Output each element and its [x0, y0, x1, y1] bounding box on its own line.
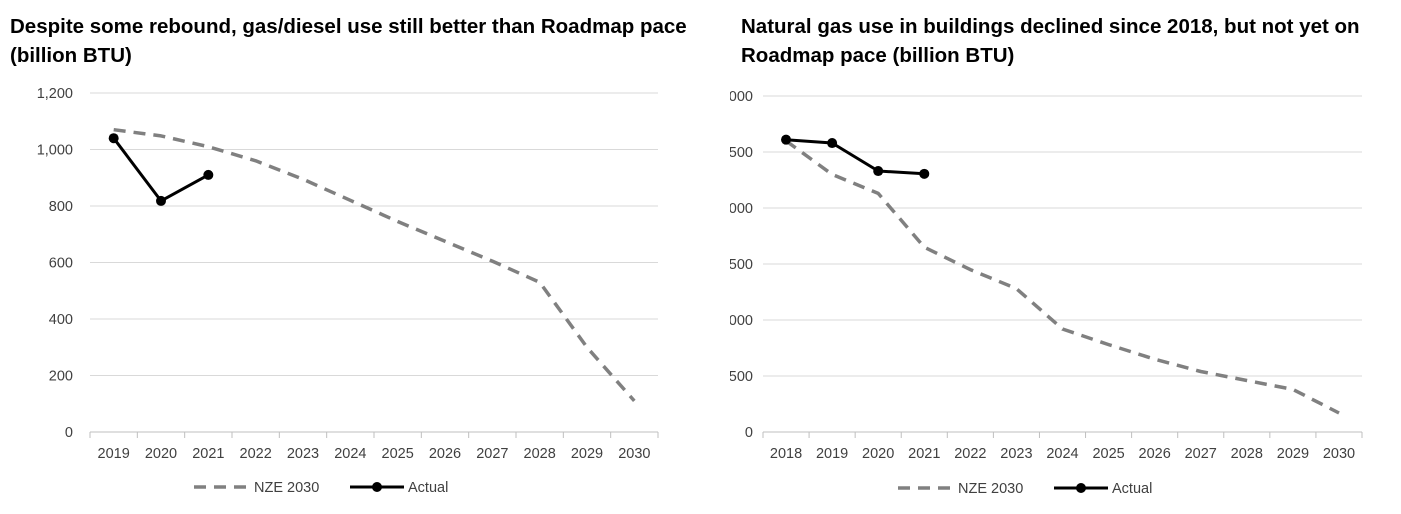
x-tick-label: 2020: [145, 446, 177, 462]
legend-label: Actual: [408, 480, 448, 496]
x-tick-label: 2028: [524, 446, 556, 462]
x-tick-label: 2029: [571, 446, 603, 462]
data-point-actual: [108, 133, 119, 144]
x-tick-label: 2021: [192, 446, 224, 462]
y-tick-label: 200: [49, 369, 73, 385]
x-tick-label: 2026: [429, 446, 461, 462]
y-tick-label: 0: [65, 425, 73, 441]
legend-label: NZE 2030: [254, 480, 319, 496]
x-tick-label: 2030: [1323, 446, 1355, 462]
series-line-nze-2030: [784, 139, 1340, 415]
y-tick-label: 1,200: [37, 86, 73, 102]
data-point-actual: [919, 168, 930, 179]
chart-natural-gas-buildings: Natural gas use in buildings declined si…: [730, 0, 1401, 514]
chart-plot-area: 0 200 400 600 800 1,000 1,200 2019 2020 2021 2022 2…: [37, 86, 659, 496]
data-point-actual: [873, 166, 884, 177]
y-tick-label: 1,500: [730, 257, 753, 273]
data-point-actual: [781, 134, 792, 145]
x-tick-label: 2019: [98, 446, 130, 462]
data-point-actual: [827, 138, 838, 149]
y-tick-label: 2,000: [730, 201, 753, 217]
x-tick-label: 2025: [382, 446, 414, 462]
series-line-actual: [785, 138, 925, 176]
y-tick-label: 800: [49, 199, 73, 215]
y-tick-label: 3,000: [730, 89, 753, 105]
legend-marker-actual: [372, 482, 382, 492]
y-tick-label: 0: [745, 425, 753, 441]
x-tick-label: 2018: [770, 446, 802, 462]
x-tick-label: 2028: [1231, 446, 1263, 462]
y-tick-label: 600: [49, 256, 73, 272]
y-tick-label: 1,000: [37, 143, 73, 159]
legend-marker-actual: [1076, 483, 1086, 493]
x-tick-label: 2022: [240, 446, 272, 462]
x-tick-label: 2025: [1092, 446, 1124, 462]
series-line-nze-2030: [113, 127, 636, 403]
x-tick-label: 2027: [476, 446, 508, 462]
x-tick-label: 2023: [1000, 446, 1032, 462]
x-tick-label: 2023: [287, 446, 319, 462]
chart-title: Despite some rebound, gas/diesel use sti…: [10, 15, 687, 67]
series-line-actual: [112, 137, 210, 203]
chart-title: Natural gas use in buildings declined si…: [741, 15, 1360, 67]
x-tick-label: 2019: [816, 446, 848, 462]
data-point-actual: [203, 169, 214, 180]
y-tick-label: 400: [49, 312, 73, 328]
legend-label: Actual: [1112, 481, 1152, 497]
x-tick-label: 2022: [954, 446, 986, 462]
y-tick-label: 500: [730, 369, 753, 385]
x-tick-label: 2020: [862, 446, 894, 462]
x-tick-label: 2027: [1185, 446, 1217, 462]
y-tick-label: 2,500: [730, 145, 753, 161]
chart-gas-diesel: Despite some rebound, gas/diesel use sti…: [0, 0, 690, 514]
x-tick-label: 2030: [618, 446, 650, 462]
x-tick-label: 2024: [1046, 446, 1078, 462]
data-point-actual: [156, 195, 166, 206]
x-tick-label: 2026: [1139, 446, 1171, 462]
x-tick-label: 2021: [908, 446, 940, 462]
y-tick-label: 1,000: [730, 313, 753, 329]
x-tick-label: 2029: [1277, 446, 1309, 462]
x-tick-label: 2024: [334, 446, 366, 462]
chart-plot-area: 0 500 1,000 1,500 2,000 2,500 3,000 2018 2019 202…: [730, 89, 1363, 497]
legend-label: NZE 2030: [958, 481, 1023, 497]
